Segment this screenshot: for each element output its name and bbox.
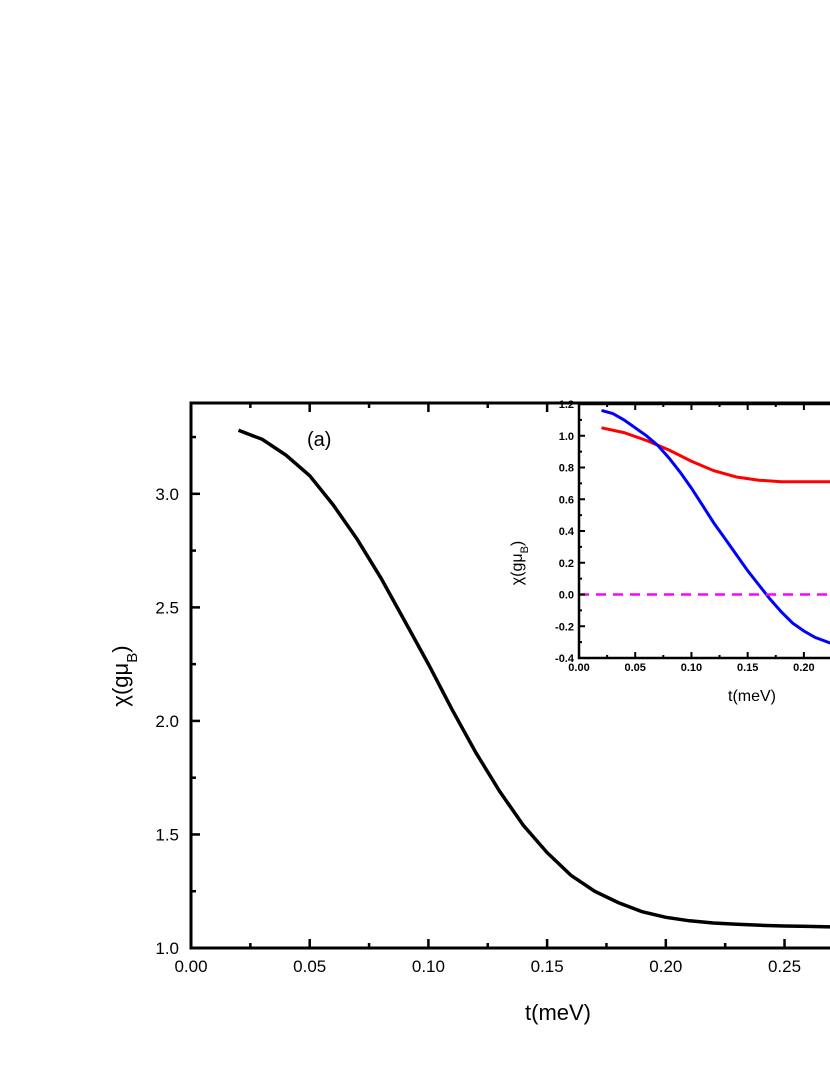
x-tick-label: 0.10 <box>412 957 445 976</box>
inset-x-tick-label: 0.10 <box>681 662 702 674</box>
inset-x-tick-label: 0.05 <box>625 662 646 674</box>
inset-series-line <box>601 408 830 645</box>
inset-plot: 0.00 0.05 0.10 0.15 0.20 -0.4 -0.2 0.0 0.2 0.4 0.6… <box>509 399 830 705</box>
inset-series <box>579 408 830 645</box>
y-tick-label: 1.0 <box>155 939 179 958</box>
inset-y-tick-label: 0.0 <box>559 590 574 602</box>
inset-tick-labels: 0.00 0.05 0.10 0.15 0.20 -0.4 -0.2 0.0 0.2 0.4 0.6… <box>555 399 815 674</box>
inset-x-tick-label: 0.15 <box>737 662 758 674</box>
main-axes-frame <box>189 401 830 950</box>
svg-text:χ(gμB): χ(gμB) <box>108 645 141 706</box>
y-axis-title-close: ) <box>108 645 133 652</box>
inset-background <box>579 404 830 658</box>
x-tick-label: 0.20 <box>649 957 682 976</box>
x-axis-title: t(meV) <box>525 1000 591 1025</box>
inset-y-axis-title-sub: B <box>519 546 531 553</box>
series-line <box>237 428 830 929</box>
inset-y-tick-label: 0.4 <box>559 526 575 538</box>
svg-text:χ(gμB): χ(gμB) <box>509 541 531 586</box>
inset-x-axis-title: t(meV) <box>728 688 776 705</box>
y-tick-label: 2.0 <box>155 712 179 731</box>
inset-series-line <box>601 426 830 484</box>
x-tick-label: 0.15 <box>531 957 564 976</box>
main-tick-labels: 0.00 0.05 0.10 0.15 0.20 0.25 1.0 1.5 2.0 2.5 3.0 <box>155 485 801 976</box>
y-tick-label: 2.5 <box>155 598 179 617</box>
y-axis-title: χ(gμB) <box>108 645 141 706</box>
x-tick-label: 0.05 <box>293 957 326 976</box>
inset-y-axis-title: χ(gμB) <box>509 541 531 586</box>
panel-label: (a) <box>307 429 331 451</box>
inset-x-tick-label: 0.00 <box>568 662 589 674</box>
inset-y-tick-label: 0.8 <box>559 463 574 475</box>
y-tick-label: 1.5 <box>155 825 179 844</box>
inset-y-tick-label: 0.6 <box>559 494 574 506</box>
main-series <box>237 428 830 929</box>
x-tick-label: 0.25 <box>768 957 801 976</box>
inset-y-tick-label: 0.2 <box>559 558 574 570</box>
inset-y-tick-label: -0.2 <box>555 621 574 633</box>
inset-y-tick-label: 1.2 <box>559 399 574 411</box>
inset-x-tick-label: 0.20 <box>793 662 814 674</box>
x-tick-label: 0.00 <box>174 957 207 976</box>
y-axis-title-main: χ(gμ <box>108 663 133 707</box>
inset-y-axis-title-main: χ(gμ <box>509 553 526 585</box>
inset-y-axis-title-close: ) <box>509 541 526 546</box>
y-tick-label: 3.0 <box>155 485 179 504</box>
main-plot: 0.00 0.05 0.10 0.15 0.20 0.251.01.52.02.53.0 … <box>108 401 830 1025</box>
inset-axes-frame <box>577 402 830 660</box>
inset-y-tick-label: 1.0 <box>559 431 574 443</box>
y-axis-title-sub: B <box>124 653 141 663</box>
inset-y-tick-label: -0.4 <box>555 653 575 665</box>
